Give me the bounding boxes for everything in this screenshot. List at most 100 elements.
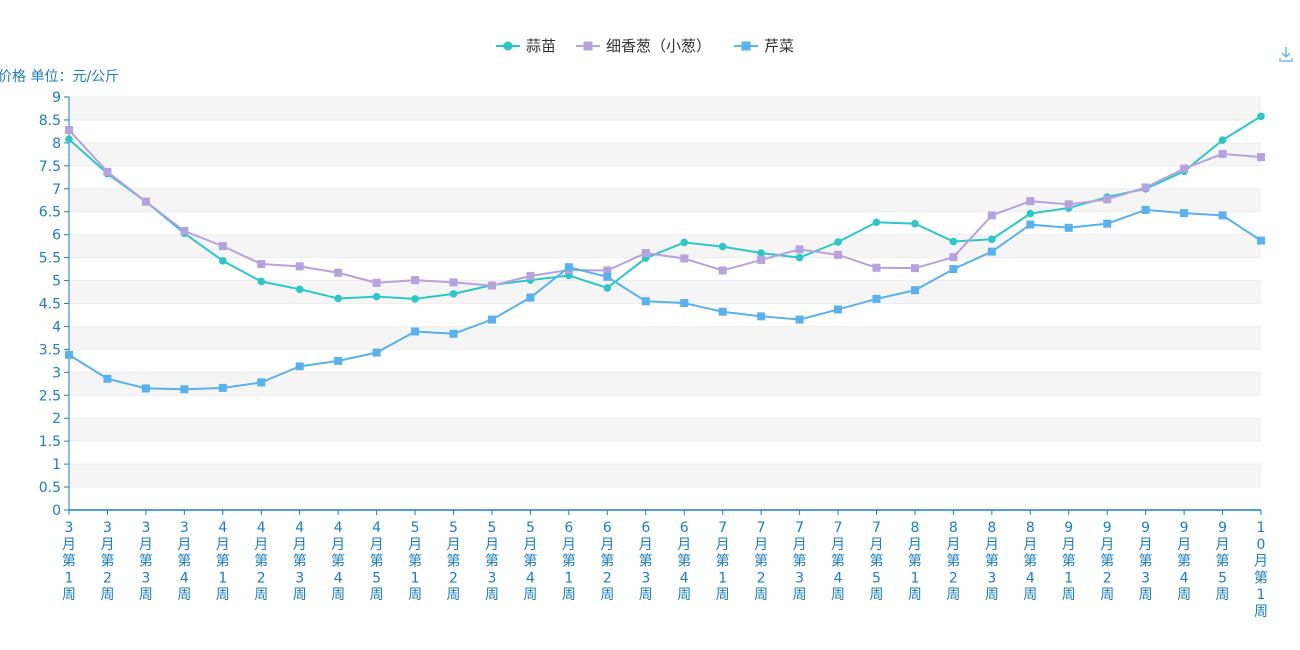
data-point[interactable] <box>834 250 843 259</box>
data-point[interactable] <box>1218 149 1227 158</box>
data-point[interactable] <box>757 249 765 257</box>
legend-item[interactable]: 细香葱（小葱） <box>576 37 711 55</box>
data-point[interactable] <box>487 281 496 290</box>
data-point[interactable] <box>334 268 343 277</box>
y-tick-label: 2 <box>52 411 61 427</box>
y-tick-label: 3 <box>52 365 61 381</box>
data-point[interactable] <box>1064 200 1073 209</box>
data-point[interactable] <box>1026 220 1035 229</box>
data-point[interactable] <box>949 265 958 274</box>
data-point[interactable] <box>564 263 573 272</box>
data-point[interactable] <box>949 253 958 262</box>
data-point[interactable] <box>218 383 227 392</box>
data-point[interactable] <box>988 235 996 244</box>
data-point[interactable] <box>1141 183 1150 192</box>
data-point[interactable] <box>910 286 919 295</box>
data-point[interactable] <box>1180 209 1189 218</box>
data-point[interactable] <box>1103 195 1112 204</box>
data-point[interactable] <box>1026 209 1035 218</box>
data-point[interactable] <box>603 266 612 275</box>
data-point[interactable] <box>949 237 958 246</box>
data-point[interactable] <box>526 271 535 280</box>
data-point[interactable] <box>795 245 804 254</box>
data-point[interactable] <box>103 167 112 176</box>
data-point[interactable] <box>295 362 304 371</box>
data-point[interactable] <box>65 135 73 144</box>
data-point[interactable] <box>910 264 919 273</box>
data-point[interactable] <box>180 385 189 394</box>
data-point[interactable] <box>1026 197 1035 206</box>
data-point[interactable] <box>911 219 919 228</box>
data-point[interactable] <box>718 307 727 316</box>
x-tick-label: 6 月第 4 周 <box>677 520 691 603</box>
data-point[interactable] <box>449 329 458 338</box>
data-point[interactable] <box>372 292 381 301</box>
data-point[interactable] <box>1218 136 1227 144</box>
data-point[interactable] <box>872 294 881 303</box>
x-tick-label: 8 月第 3 周 <box>985 520 999 603</box>
x-tick-label: 4 月第 1 周 <box>216 520 230 603</box>
data-point[interactable] <box>295 285 304 294</box>
data-point[interactable] <box>603 272 612 281</box>
data-point[interactable] <box>334 356 343 365</box>
series-细香葱（小葱） <box>65 126 1265 290</box>
download-icon[interactable] <box>1277 44 1295 64</box>
data-point[interactable] <box>834 238 842 246</box>
data-point[interactable] <box>757 255 766 264</box>
y-tick-label: 2.5 <box>39 388 61 404</box>
data-point[interactable] <box>372 278 381 287</box>
data-point[interactable] <box>680 238 689 247</box>
data-point[interactable] <box>1218 211 1227 220</box>
data-point[interactable] <box>834 305 843 314</box>
data-point[interactable] <box>1257 153 1265 162</box>
x-tick-label: 5 月第 1 周 <box>408 520 422 603</box>
data-point[interactable] <box>180 226 189 235</box>
data-point[interactable] <box>65 126 73 135</box>
data-point[interactable] <box>257 378 266 387</box>
data-point[interactable] <box>641 297 650 306</box>
data-point[interactable] <box>603 284 612 292</box>
data-point[interactable] <box>449 290 458 298</box>
data-point[interactable] <box>872 218 881 227</box>
legend-item[interactable]: 芹菜 <box>734 37 794 55</box>
data-point[interactable] <box>757 312 766 321</box>
data-point[interactable] <box>718 242 727 251</box>
data-point[interactable] <box>680 254 689 263</box>
data-point[interactable] <box>987 247 996 256</box>
data-point[interactable] <box>411 295 419 303</box>
data-point[interactable] <box>218 242 227 251</box>
data-point[interactable] <box>641 249 650 258</box>
data-point[interactable] <box>334 294 342 303</box>
data-point[interactable] <box>141 384 150 393</box>
data-point[interactable] <box>257 277 266 286</box>
data-point[interactable] <box>103 374 112 383</box>
data-point[interactable] <box>219 257 227 265</box>
data-point[interactable] <box>1257 112 1265 121</box>
data-point[interactable] <box>1141 205 1150 214</box>
data-point[interactable] <box>987 211 996 220</box>
data-point[interactable] <box>718 266 727 275</box>
data-point[interactable] <box>411 327 420 336</box>
data-point[interactable] <box>1180 164 1189 173</box>
data-point[interactable] <box>680 299 689 308</box>
data-point[interactable] <box>65 350 73 359</box>
data-point[interactable] <box>449 278 458 287</box>
data-point[interactable] <box>372 348 381 357</box>
data-point[interactable] <box>795 253 804 262</box>
series-line <box>68 208 1262 391</box>
data-point[interactable] <box>795 315 804 324</box>
data-point[interactable] <box>872 263 881 272</box>
legend[interactable]: 蒜苗 细香葱（小葱） 芹菜 <box>496 37 794 55</box>
series-line <box>68 129 1262 287</box>
data-point[interactable] <box>411 276 420 285</box>
legend-item[interactable]: 蒜苗 <box>496 37 556 55</box>
data-point[interactable] <box>295 262 304 271</box>
data-point[interactable] <box>141 197 150 206</box>
data-point[interactable] <box>1103 219 1112 228</box>
data-point[interactable] <box>487 315 496 324</box>
data-point[interactable] <box>257 260 266 269</box>
data-point[interactable] <box>1064 223 1073 232</box>
data-point[interactable] <box>1257 236 1265 245</box>
data-point[interactable] <box>526 293 535 302</box>
x-tick-label: 4 月第 5 周 <box>370 520 384 603</box>
